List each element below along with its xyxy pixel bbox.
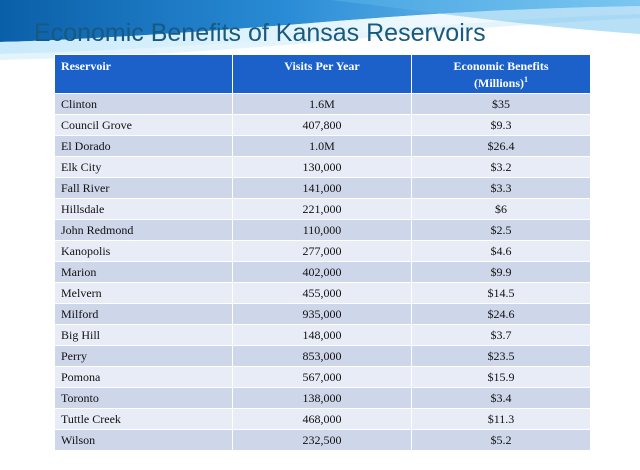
cell-benefits: $3.7	[411, 324, 591, 346]
table-row: Tuttle Creek 468,000 $11.3	[54, 408, 591, 430]
cell-visits: 232,500	[232, 429, 412, 451]
cell-reservoir: Marion	[54, 261, 233, 283]
cell-benefits: $35	[411, 93, 591, 115]
cell-reservoir: Kanopolis	[54, 240, 233, 262]
table-row: Melvern 455,000 $14.5	[54, 282, 591, 304]
cell-visits: 1.6M	[232, 93, 412, 115]
cell-visits: 1.0M	[232, 135, 412, 157]
cell-benefits: $11.3	[411, 408, 591, 430]
cell-visits: 148,000	[232, 324, 412, 346]
table-row: Milford 935,000 $24.6	[54, 303, 591, 325]
cell-reservoir: Elk City	[54, 156, 233, 178]
cell-visits: 138,000	[232, 387, 412, 409]
cell-reservoir: Perry	[54, 345, 233, 367]
cell-reservoir: Melvern	[54, 282, 233, 304]
cell-benefits: $15.9	[411, 366, 591, 388]
cell-reservoir: Hillsdale	[54, 198, 233, 220]
table-row: Kanopolis 277,000 $4.6	[54, 240, 591, 262]
cell-visits: 407,800	[232, 114, 412, 136]
footnote-marker: 1	[524, 75, 528, 84]
cell-reservoir: Fall River	[54, 177, 233, 199]
cell-visits: 110,000	[232, 219, 412, 241]
cell-benefits: $23.5	[411, 345, 591, 367]
column-header-benefits: Economic Benefits (Millions)1	[411, 54, 591, 94]
table-row: Toronto 138,000 $3.4	[54, 387, 591, 409]
header-swoosh-graphic	[0, 0, 640, 60]
benefits-header-line1: Economic Benefits	[453, 59, 549, 73]
cell-reservoir: Clinton	[54, 93, 233, 115]
cell-reservoir: Toronto	[54, 387, 233, 409]
cell-benefits: $3.3	[411, 177, 591, 199]
cell-visits: 130,000	[232, 156, 412, 178]
cell-reservoir: El Dorado	[54, 135, 233, 157]
cell-visits: 277,000	[232, 240, 412, 262]
cell-benefits: $24.6	[411, 303, 591, 325]
reservoir-table: Reservoir Visits Per Year Economic Benef…	[54, 54, 591, 451]
table-row: Clinton 1.6M $35	[54, 93, 591, 115]
table-row: Marion 402,000 $9.9	[54, 261, 591, 283]
cell-benefits: $4.6	[411, 240, 591, 262]
column-header-reservoir: Reservoir	[54, 54, 233, 94]
slide-title: Economic Benefits of Kansas Reservoirs	[34, 19, 486, 47]
cell-visits: 935,000	[232, 303, 412, 325]
cell-visits: 567,000	[232, 366, 412, 388]
cell-reservoir: Tuttle Creek	[54, 408, 233, 430]
cell-benefits: $5.2	[411, 429, 591, 451]
cell-benefits: $9.9	[411, 261, 591, 283]
table-body: Clinton 1.6M $35 Council Grove 407,800 $9.3 El…	[54, 93, 591, 451]
cell-visits: 455,000	[232, 282, 412, 304]
table-row: Big Hill 148,000 $3.7	[54, 324, 591, 346]
benefits-header-line2: (Millions)	[474, 76, 524, 90]
cell-reservoir: Pomona	[54, 366, 233, 388]
cell-reservoir: Wilson	[54, 429, 233, 451]
cell-visits: 853,000	[232, 345, 412, 367]
cell-reservoir: John Redmond	[54, 219, 233, 241]
table-row: El Dorado 1.0M $26.4	[54, 135, 591, 157]
cell-visits: 141,000	[232, 177, 412, 199]
cell-benefits: $3.4	[411, 387, 591, 409]
cell-reservoir: Big Hill	[54, 324, 233, 346]
column-header-visits: Visits Per Year	[232, 54, 412, 94]
table-row: Perry 853,000 $23.5	[54, 345, 591, 367]
cell-visits: 221,000	[232, 198, 412, 220]
table-row: Wilson 232,500 $5.2	[54, 429, 591, 451]
cell-visits: 402,000	[232, 261, 412, 283]
cell-benefits: $9.3	[411, 114, 591, 136]
table-row: Council Grove 407,800 $9.3	[54, 114, 591, 136]
table-row: Hillsdale 221,000 $6	[54, 198, 591, 220]
cell-benefits: $26.4	[411, 135, 591, 157]
table-row: Pomona 567,000 $15.9	[54, 366, 591, 388]
cell-visits: 468,000	[232, 408, 412, 430]
cell-benefits: $14.5	[411, 282, 591, 304]
table-row: Elk City 130,000 $3.2	[54, 156, 591, 178]
cell-reservoir: Council Grove	[54, 114, 233, 136]
table-row: John Redmond 110,000 $2.5	[54, 219, 591, 241]
table-header-row: Reservoir Visits Per Year Economic Benef…	[54, 54, 591, 94]
table-row: Fall River 141,000 $3.3	[54, 177, 591, 199]
cell-benefits: $2.5	[411, 219, 591, 241]
cell-reservoir: Milford	[54, 303, 233, 325]
cell-benefits: $3.2	[411, 156, 591, 178]
cell-benefits: $6	[411, 198, 591, 220]
